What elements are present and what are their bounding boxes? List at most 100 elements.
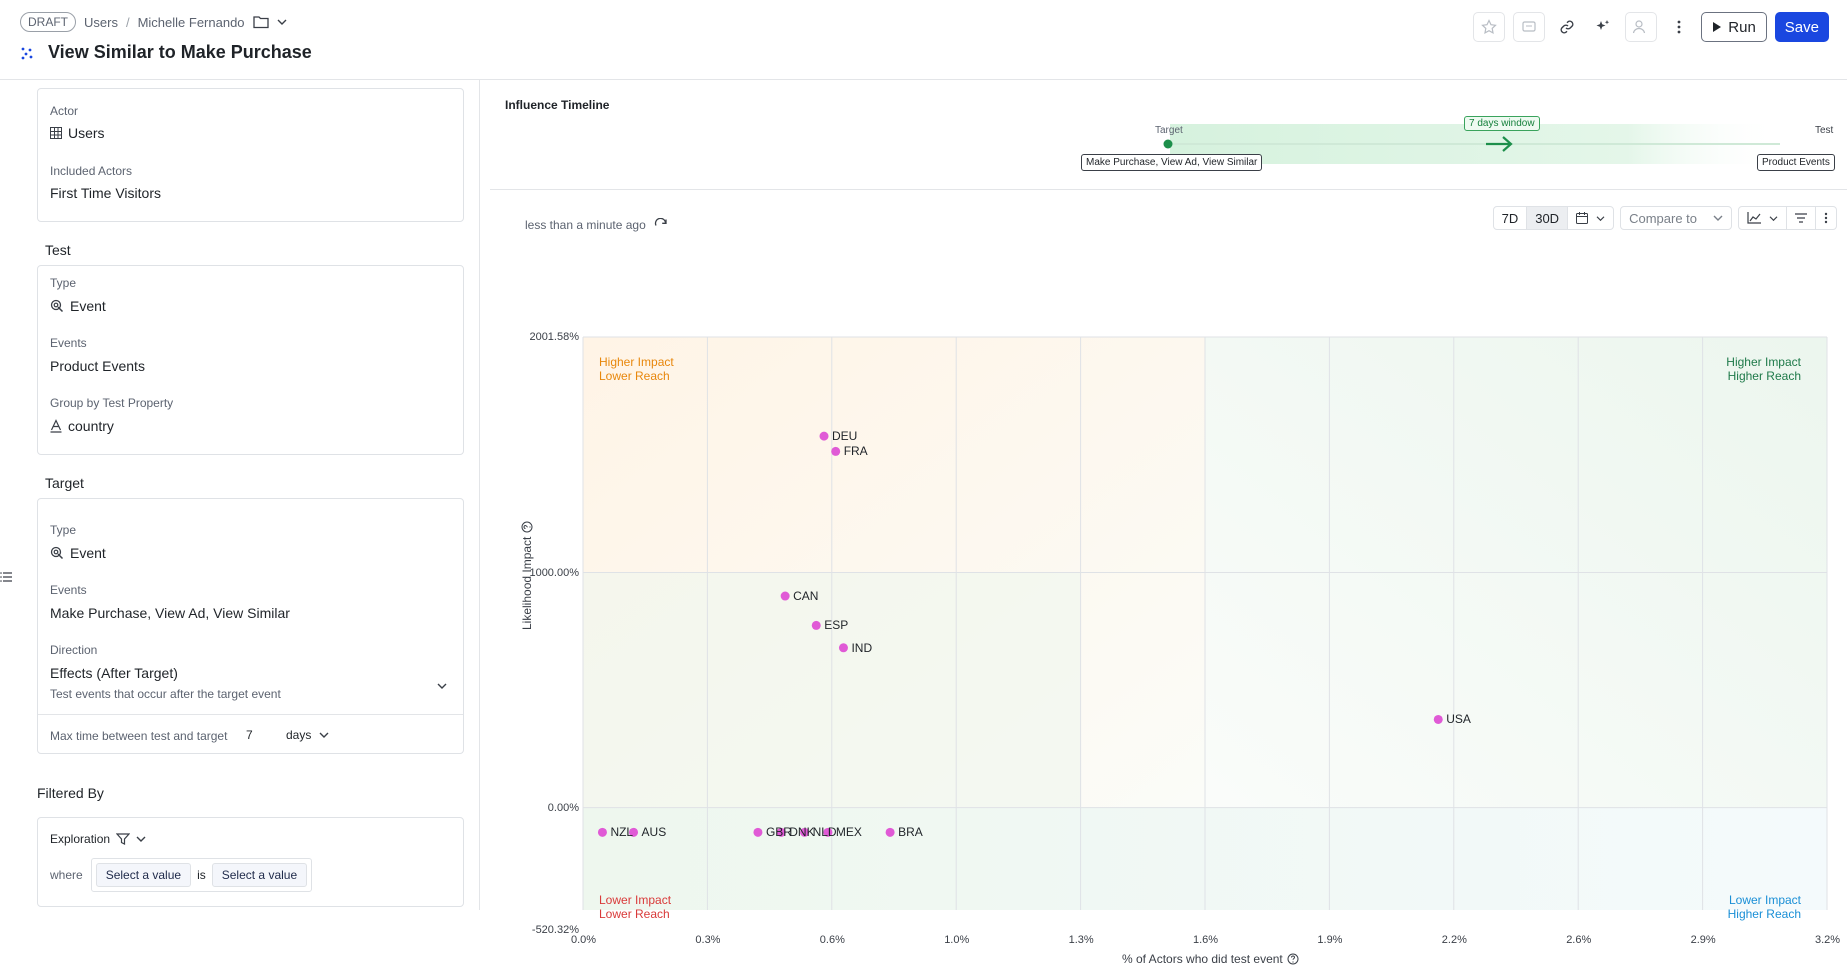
data-point-label: IND (851, 640, 873, 655)
calendar-icon (1576, 212, 1589, 224)
page-title[interactable]: View Similar to Make Purchase (48, 42, 312, 62)
target-type-select[interactable]: Event (50, 545, 106, 561)
share-users-button[interactable] (1625, 12, 1658, 42)
last-updated: less than a minute ago (525, 218, 668, 232)
breadcrumb-separator: / (125, 14, 130, 30)
data-point-ind[interactable] (838, 643, 848, 653)
range-30d-button[interactable]: 30D (1527, 207, 1569, 229)
data-point-mex[interactable] (823, 827, 833, 837)
data-point-label: MEX (835, 825, 862, 840)
test-events-label: Events (50, 336, 87, 350)
value-select[interactable]: Select a value (211, 863, 308, 887)
data-point-nzl[interactable] (597, 827, 607, 837)
breadcrumb: DRAFT Users / Michelle Fernando (20, 12, 287, 32)
data-point-usa[interactable] (1433, 714, 1443, 724)
compare-to-select[interactable]: Compare to (1620, 206, 1732, 230)
timeline-test-events[interactable]: Product Events (1757, 154, 1835, 171)
x-tick-label: 2.2% (1441, 934, 1467, 946)
data-point-dnk[interactable] (776, 827, 786, 837)
data-point-gbr[interactable] (753, 827, 763, 837)
copy-link-button[interactable] (1553, 12, 1581, 42)
run-button[interactable]: Run (1701, 12, 1767, 42)
table-icon (50, 127, 62, 139)
last-updated-text: less than a minute ago (525, 218, 646, 232)
quadrant-bottom-left-line2: Lower Reach (599, 907, 670, 921)
kebab-icon (1677, 20, 1681, 34)
chevron-down-icon (319, 732, 329, 738)
test-type-label: Type (50, 276, 77, 290)
timeline-target-events[interactable]: Make Purchase, View Ad, View Similar (1081, 154, 1263, 171)
favorite-button[interactable] (1473, 12, 1506, 42)
app-header: DRAFT Users / Michelle Fernando View Sim… (0, 0, 1847, 80)
more-options-button[interactable] (1665, 12, 1693, 42)
group-by-select[interactable]: country (50, 418, 114, 434)
data-point-label: ESP (824, 618, 849, 633)
included-actors-select[interactable]: First Time Visitors (50, 185, 161, 201)
direction-label: Direction (50, 643, 98, 657)
range-7d-button[interactable]: 7D (1494, 207, 1528, 229)
ai-assist-button[interactable] (1589, 12, 1617, 42)
chevron-down-icon[interactable] (277, 18, 287, 26)
max-time-input[interactable]: 7 (246, 728, 253, 742)
data-point-bra[interactable] (885, 827, 895, 837)
help-icon[interactable] (1287, 953, 1299, 965)
scatter-chart-svg (582, 336, 1828, 910)
quadrant-top-left-label: Higher Impact Lower Reach (599, 355, 674, 383)
comment-button[interactable] (1513, 12, 1546, 42)
target-events-label: Events (50, 583, 87, 597)
breadcrumb-owner[interactable]: Michelle Fernando (137, 14, 245, 30)
save-button[interactable]: Save (1774, 12, 1829, 42)
y-tick-label: 0.00% (547, 801, 579, 814)
data-point-nld[interactable] (800, 827, 810, 837)
quadrant-top-right-line2: Higher Reach (1727, 369, 1801, 383)
actor-value: Users (68, 125, 105, 141)
breadcrumb-users[interactable]: Users (84, 14, 118, 30)
y-tick-label: 1000.00% (529, 566, 579, 579)
run-label: Run (1728, 18, 1756, 36)
sort-lines-icon (1795, 213, 1807, 223)
refresh-icon[interactable] (654, 218, 668, 232)
data-point-label: FRA (843, 444, 868, 459)
exploration-filter[interactable]: Exploration (50, 832, 146, 846)
test-type-select[interactable]: Event (50, 298, 106, 314)
chart-more-button[interactable] (1816, 207, 1836, 229)
x-tick-label: 1.6% (1193, 934, 1219, 946)
folder-icon[interactable] (252, 15, 269, 29)
data-point-aus[interactable] (629, 827, 639, 837)
chart-type-button[interactable] (1739, 207, 1787, 229)
timeline-title: Influence Timeline (505, 98, 610, 112)
max-time-unit-select[interactable]: days (286, 728, 329, 742)
property-select[interactable]: Select a value (95, 863, 192, 887)
chevron-down-icon[interactable] (437, 677, 447, 695)
x-tick-label: 2.9% (1690, 934, 1716, 946)
filtered-by-title: Filtered By (37, 785, 104, 801)
sidebar-toggle[interactable] (0, 570, 12, 588)
x-tick-label: 1.0% (944, 934, 970, 946)
kebab-icon (1824, 212, 1828, 224)
where-clause: where Select a value is Select a value (50, 858, 313, 892)
target-card: Type Event Events Make Purchase, View Ad… (37, 498, 464, 754)
custom-date-button[interactable] (1568, 207, 1613, 229)
y-tick-label: -520.32% (531, 924, 579, 936)
target-events-select[interactable]: Make Purchase, View Ad, View Similar (50, 605, 290, 621)
data-point-can[interactable] (780, 591, 790, 601)
quadrant-bottom-right-line1: Lower Impact (1728, 893, 1801, 907)
test-events-select[interactable]: Product Events (50, 358, 145, 374)
target-type-value: Event (70, 545, 106, 561)
chart-tools (1738, 206, 1837, 230)
data-point-esp[interactable] (811, 620, 821, 630)
actor-select[interactable]: Users (50, 125, 105, 141)
operator-label[interactable]: is (197, 868, 206, 882)
users-icon (1633, 20, 1646, 34)
window-tag[interactable]: 7 days window (1464, 116, 1540, 131)
chart-filter-button[interactable] (1787, 207, 1816, 229)
chart-type-icon (1747, 212, 1761, 224)
event-icon (50, 299, 64, 313)
x-axis-label: % of Actors who did test event (1122, 952, 1299, 966)
direction-select[interactable]: Effects (After Target) (50, 665, 178, 681)
help-icon[interactable] (521, 521, 533, 533)
x-tick-label: 0.3% (695, 934, 721, 946)
exploration-label: Exploration (50, 832, 111, 846)
data-point-fra[interactable] (831, 446, 841, 456)
data-point-deu[interactable] (819, 431, 829, 441)
